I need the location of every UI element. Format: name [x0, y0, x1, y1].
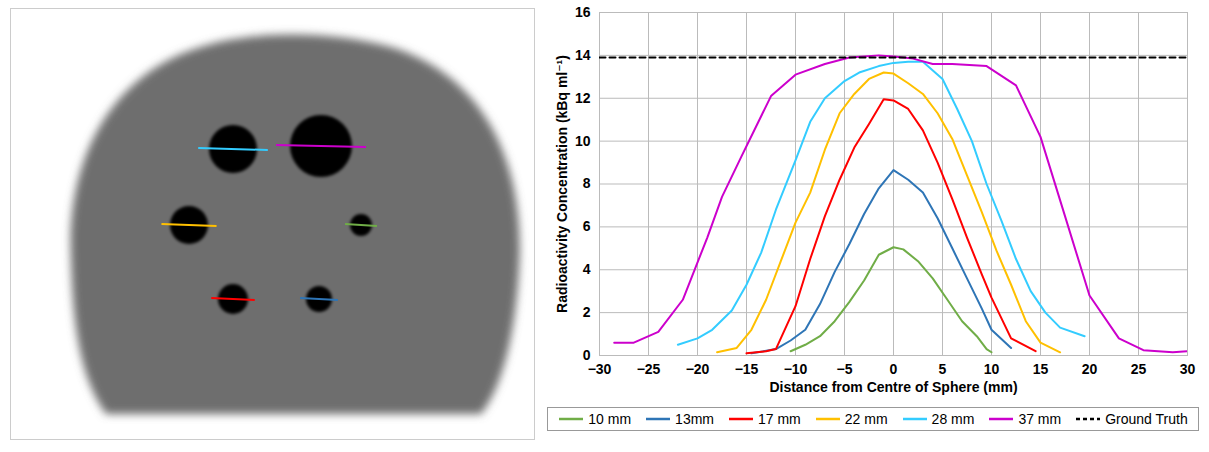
svg-text:2: 2: [583, 304, 591, 320]
svg-text:30: 30: [1180, 361, 1196, 377]
svg-text:−15: −15: [735, 361, 759, 377]
svg-text:10: 10: [984, 361, 1000, 377]
svg-text:16: 16: [575, 4, 591, 20]
svg-text:4: 4: [583, 261, 591, 277]
html-text:10 mm: 10 mm: [588, 411, 632, 427]
svg-text:−30: −30: [588, 361, 612, 377]
svg-text:8: 8: [583, 175, 591, 191]
html-text:37 mm: 37 mm: [1018, 411, 1062, 427]
svg-text:0: 0: [583, 347, 591, 363]
svg-text:Distance from Centre of Sphere: Distance from Centre of Sphere (mm): [769, 379, 1017, 395]
svg-text:−25: −25: [637, 361, 661, 377]
html-text:17 mm: 17 mm: [758, 411, 801, 427]
html-text:13mm: 13mm: [675, 411, 714, 427]
html-text:Ground Truth: Ground Truth: [1105, 411, 1188, 427]
svg-text:25: 25: [1131, 361, 1147, 377]
svg-text:−5: −5: [837, 361, 853, 377]
svg-text:Radioactivity Concentration (k: Radioactivity Concentration (kBq ml⁻¹): [554, 55, 570, 313]
svg-text:15: 15: [1033, 361, 1049, 377]
svg-text:10: 10: [575, 133, 591, 149]
svg-text:14: 14: [575, 47, 591, 63]
svg-text:5: 5: [939, 361, 947, 377]
html-text:22 mm: 22 mm: [844, 411, 888, 427]
svg-text:20: 20: [1082, 361, 1098, 377]
html-text:28 mm: 28 mm: [931, 411, 975, 427]
svg-text:−10: −10: [784, 361, 808, 377]
svg-text:0: 0: [890, 361, 898, 377]
svg-text:6: 6: [583, 218, 591, 234]
svg-text:12: 12: [575, 90, 591, 106]
svg-text:−20: −20: [686, 361, 710, 377]
